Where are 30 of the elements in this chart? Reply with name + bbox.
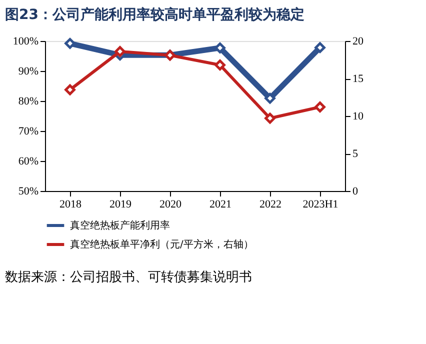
point <box>264 92 276 104</box>
x-tick-label: 2020 <box>160 198 182 210</box>
x-tick-label: 2019 <box>110 198 132 210</box>
x-tick-label: 2022 <box>260 198 282 210</box>
y2-tick-label: 10 <box>352 110 364 122</box>
y2-tick-label: 20 <box>352 36 364 48</box>
point <box>214 42 226 54</box>
y2-tick-label: 0 <box>352 186 358 198</box>
legend-label: 真空绝热板产能利用率 <box>70 220 170 232</box>
x-tick-label: 2018 <box>60 198 82 210</box>
x-tick-label: 2023H1 <box>302 198 338 210</box>
point <box>64 38 76 49</box>
y2-tick-label: 5 <box>352 148 358 160</box>
point <box>114 46 126 57</box>
y2-tick-label: 15 <box>352 73 364 85</box>
point <box>64 84 76 96</box>
point <box>314 102 326 112</box>
point <box>314 42 326 54</box>
legend-label: 真空绝热板单平净利（元/平方米，右轴） <box>70 238 254 250</box>
x-tick-label: 2021 <box>210 198 232 210</box>
point <box>214 60 226 70</box>
y-tick-label: 60% <box>18 156 38 168</box>
y-tick-label: 100% <box>12 36 38 48</box>
chart-title: 图23：公司产能利用率较高时单平盈利较为稳定 <box>5 6 304 24</box>
y-tick-label: 50% <box>18 186 38 198</box>
source-note: 数据来源：公司招股书、可转债募集说明书 <box>5 270 252 285</box>
y-tick-label: 90% <box>18 66 38 78</box>
y-tick-label: 70% <box>18 126 38 138</box>
point <box>264 112 276 124</box>
y-tick-label: 80% <box>18 96 38 108</box>
